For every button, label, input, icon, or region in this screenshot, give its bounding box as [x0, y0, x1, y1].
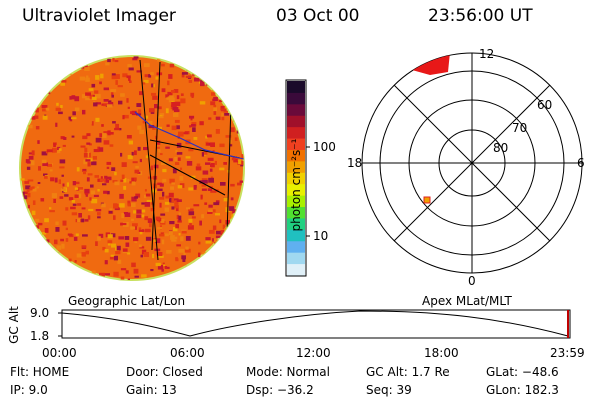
colorbar-band	[287, 172, 305, 185]
colorbar-tick-10: 10	[313, 229, 329, 243]
colorbar-tick-100: 100	[313, 140, 336, 154]
status-gain: Gain: 13	[126, 383, 177, 397]
colorbar-band	[287, 149, 305, 162]
uv-image-disk	[19, 55, 245, 281]
altitude-ytick-1-8: 1.8	[30, 329, 50, 343]
aurora-patch	[412, 53, 450, 75]
geographic-label: Geographic Lat/Lon	[68, 294, 186, 308]
colorbar-band	[287, 217, 305, 230]
polar-ring-60: 60	[537, 98, 553, 112]
altitude-xtick-2359: 23:59	[550, 346, 585, 360]
colorbar	[285, 79, 310, 277]
polar-ring-70: 70	[512, 121, 528, 135]
status-seq: Seq: 39	[366, 383, 412, 397]
polar-ring-80: 80	[493, 141, 509, 155]
colorbar-band	[287, 240, 305, 253]
polar-label-0: 0	[468, 274, 476, 288]
altitude-ylabel: GC Alt	[7, 306, 21, 344]
colorbar-band	[287, 195, 305, 208]
altitude-xtick-1800: 18:00	[424, 346, 459, 360]
spacecraft-marker	[423, 196, 431, 204]
altitude-xtick-1200: 12:00	[296, 346, 331, 360]
colorbar-unit-label: photon cm⁻²s⁻¹	[289, 138, 303, 232]
colorbar-band	[287, 183, 305, 196]
altitude-xtick-0000: 00:00	[42, 346, 77, 360]
status-dsp: Dsp: −36.2	[246, 383, 314, 397]
colorbar-band	[287, 81, 305, 93]
altitude-plot	[58, 309, 571, 339]
status-ip: IP: 9.0	[10, 383, 48, 397]
altitude-ytick-9: 9.0	[30, 306, 50, 320]
polar-label-6: 6	[577, 156, 585, 170]
altitude-xtick-0600: 06:00	[170, 346, 205, 360]
colorbar-band	[287, 160, 305, 173]
date-label: 03 Oct 00	[276, 6, 360, 26]
apex-label: Apex MLat/MLT	[422, 294, 512, 308]
status-flt: Flt: HOME	[10, 365, 70, 379]
polar-plot	[361, 52, 583, 274]
status-gc-alt: GC Alt: 1.7 Re	[366, 365, 450, 379]
polar-label-18: 18	[347, 156, 363, 170]
colorbar-band	[287, 126, 305, 139]
colorbar-band	[287, 103, 305, 116]
status-mode: Mode: Normal	[246, 365, 330, 379]
status-door: Door: Closed	[126, 365, 203, 379]
status-glon: GLon: 182.3	[486, 383, 559, 397]
colorbar-band	[287, 229, 305, 242]
colorbar-band	[287, 138, 305, 150]
colorbar-band	[287, 263, 305, 276]
polar-label-12: 12	[479, 47, 495, 61]
time-label: 23:56:00 UT	[428, 6, 533, 26]
colorbar-band	[287, 206, 305, 219]
status-glat: GLat: −48.6	[486, 365, 559, 379]
colorbar-band	[287, 252, 305, 265]
colorbar-band	[287, 92, 305, 105]
colorbar-band	[287, 115, 305, 128]
instrument-title: Ultraviolet Imager	[22, 6, 176, 26]
